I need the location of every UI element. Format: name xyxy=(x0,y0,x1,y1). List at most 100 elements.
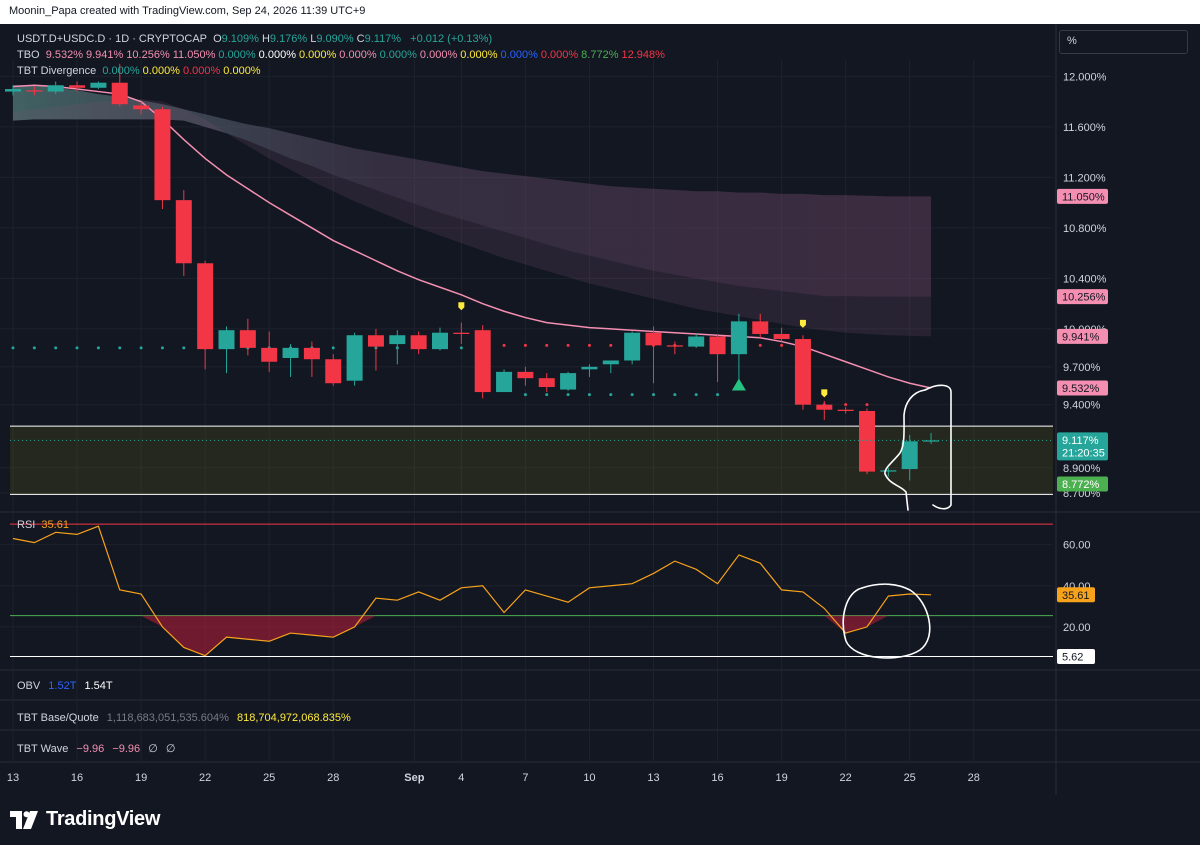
chart-canvas[interactable]: 12.000%11.600%11.200%10.800%10.400%10.00… xyxy=(0,0,1200,795)
candle-body xyxy=(560,373,577,390)
candle-body xyxy=(602,360,619,365)
cloud-band-upper xyxy=(13,85,932,297)
rsi-tag-label-1: 5.62 xyxy=(1062,651,1083,663)
tbo-value-12: 0.000% xyxy=(540,49,579,61)
divergence-value-1: 0.000% xyxy=(142,65,180,77)
candle-body xyxy=(474,330,491,393)
candle-body xyxy=(709,336,726,355)
tbo-value-14: 12.948% xyxy=(621,49,665,61)
candle-body xyxy=(688,336,705,347)
candle-body xyxy=(154,109,171,201)
candle-body xyxy=(496,371,513,393)
candle-body xyxy=(239,330,256,348)
symbol-legend: USDT.D+USDC.D · 1D · CRYPTOCAP O9.109% H9… xyxy=(17,33,495,45)
signal-dot-red xyxy=(502,343,506,347)
cloud-band-lower xyxy=(13,99,932,337)
signal-dot-green xyxy=(523,393,527,397)
signal-dot-green xyxy=(54,346,58,350)
signal-dot-green xyxy=(673,393,677,397)
candle-body xyxy=(303,347,320,360)
rsi-label[interactable]: RSI xyxy=(17,519,36,531)
tbo-value-4: 0.000% xyxy=(218,49,256,61)
obv-value-1: 1.52T xyxy=(48,680,77,692)
divergence-value-3: 0.000% xyxy=(223,65,261,77)
candle-body xyxy=(367,335,384,347)
signal-dot-red xyxy=(865,403,869,407)
signal-dot-red xyxy=(844,403,848,407)
rsi-tag-0 xyxy=(1057,587,1095,603)
candle-body xyxy=(901,441,918,470)
ohlc-value-0: 9.109% xyxy=(221,33,259,45)
signal-dot-green xyxy=(652,393,655,397)
tbo-value-3: 11.050% xyxy=(172,49,216,61)
time-axis-label-13: 22 xyxy=(840,772,852,784)
ohlc-key-1: H xyxy=(261,33,270,45)
price-tag-label-2: 9.941% xyxy=(1062,331,1100,343)
time-axis-label-5: 28 xyxy=(327,772,339,784)
footer xyxy=(0,795,1200,845)
annotation-circle xyxy=(842,583,931,659)
divergence-legend: TBT Divergence 0.000% 0.000% 0.000% 0.000% xyxy=(17,65,267,77)
tbo-value-8: 0.000% xyxy=(379,49,417,61)
wave-value-2: −9.96 xyxy=(112,743,141,755)
tbo-value-1: 9.941% xyxy=(86,49,124,61)
tradingview-logo-icon xyxy=(10,810,38,829)
signal-dot-green xyxy=(609,393,613,397)
candle-body xyxy=(389,335,406,345)
signal-marker-yellow xyxy=(799,319,806,328)
time-axis-label-4: 25 xyxy=(263,772,275,784)
support-zone xyxy=(10,426,1053,495)
signal-dot-red xyxy=(587,343,591,347)
tradingview-logo[interactable]: TradingView xyxy=(10,808,160,831)
candle-body xyxy=(282,347,299,358)
candle-body xyxy=(517,371,534,379)
candle-body xyxy=(5,89,21,92)
unit-selector[interactable]: % xyxy=(1059,30,1188,54)
ohlc-value-2: 9.090% xyxy=(316,33,354,45)
buy-signal-arrow xyxy=(731,378,746,391)
tbo-legend: TBO 9.532% 9.941% 10.256% 11.050% 0.000% 0.00… xyxy=(17,49,671,61)
tbo-label[interactable]: TBO xyxy=(17,49,40,61)
divergence-value-0: 0.000% xyxy=(102,65,140,77)
time-axis-label-7: 4 xyxy=(458,772,464,784)
signal-dot-green xyxy=(160,346,164,350)
signal-dot-green xyxy=(118,346,122,350)
candle-body xyxy=(133,105,150,110)
price-tag-label-0: 11.050% xyxy=(1062,191,1105,203)
signal-dot-green xyxy=(75,346,79,350)
base-quote-value-1: 1,118,683,051,535.604% xyxy=(106,712,229,724)
ohlc-value-3: 9.117% xyxy=(364,33,402,45)
tbo-values: 9.532% 9.941% 10.256% 11.050% 0.000% 0.000% 0.… xyxy=(46,49,668,61)
tbo-value-11: 0.000% xyxy=(500,49,538,61)
signal-dot-green xyxy=(545,393,549,397)
candle-body xyxy=(111,82,128,105)
base-quote-label[interactable]: TBT Base/Quote xyxy=(17,712,99,724)
obv-label[interactable]: OBV xyxy=(17,680,41,692)
candle-body xyxy=(432,332,448,350)
base-quote-value-2: 818,704,972,068.835% xyxy=(237,712,351,724)
signal-dot-red xyxy=(780,343,784,347)
countdown-label: 21:20:35 xyxy=(1062,447,1105,459)
obv-value-2: 1.54T xyxy=(84,680,113,692)
candle-body xyxy=(730,321,747,355)
rsi-tag-1 xyxy=(1057,648,1095,664)
signal-dot-green xyxy=(182,346,186,350)
price-tag-3 xyxy=(1057,380,1108,396)
price-axis-label-1: 11.600% xyxy=(1063,122,1106,134)
symbol-name[interactable]: USDT.D+USDC.D · 1D · CRYPTOCAP xyxy=(17,33,207,45)
tbo-value-2: 10.256% xyxy=(126,49,170,61)
candle-body xyxy=(666,345,683,347)
tradingview-logo-text: TradingView xyxy=(46,808,161,830)
signal-dot-green xyxy=(630,393,634,397)
ohlc-value-1: 9.176% xyxy=(269,33,308,45)
rsi-value: 35.61 xyxy=(41,519,69,531)
price-tag-5 xyxy=(1057,476,1108,492)
signal-dot-green xyxy=(11,346,15,350)
price-tag-label-4: 9.117% xyxy=(1062,435,1099,447)
base-quote-legend: TBT Base/Quote 1,118,683,051,535.604% 81… xyxy=(17,712,356,724)
wave-label[interactable]: TBT Wave xyxy=(17,743,69,755)
wave-value-3: ∅ xyxy=(148,743,158,755)
signal-dot-red xyxy=(545,343,549,347)
divergence-label[interactable]: TBT Divergence xyxy=(17,65,97,77)
candle-body xyxy=(175,200,192,264)
